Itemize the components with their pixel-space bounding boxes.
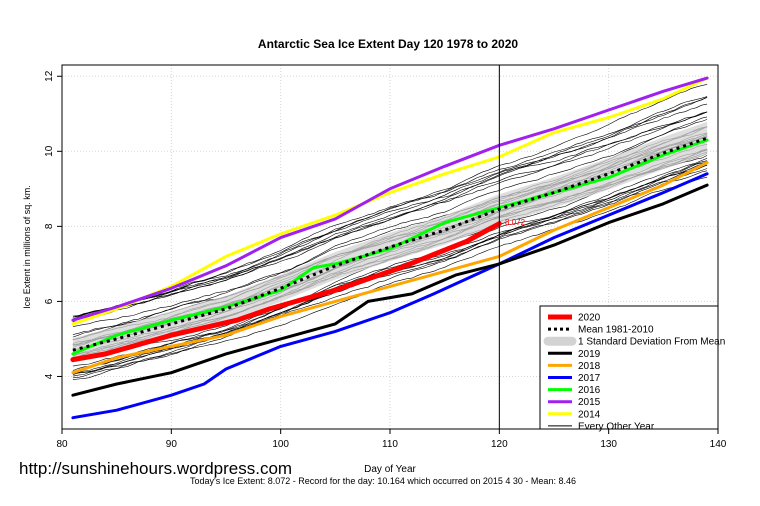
legend-label: Mean 1981-2010 xyxy=(578,325,654,336)
y-axis-label: Ice Extent in millions of sq. km. xyxy=(22,185,32,309)
legend-entry: 2016 xyxy=(548,385,601,396)
series-line-2015 xyxy=(71,76,709,322)
x-tick-label: 120 xyxy=(491,439,508,450)
series-line-2014 xyxy=(71,76,709,326)
watermark: http://sunshinehours.wordpress.com xyxy=(19,459,292,478)
y-tick-label: 6 xyxy=(44,298,55,304)
legend-entry: 2019 xyxy=(548,349,601,360)
series-line-2019 xyxy=(71,183,709,397)
other-year-line xyxy=(72,116,708,338)
legend-entry: 2014 xyxy=(548,409,601,420)
other-year-line xyxy=(72,176,708,375)
series-line-2018 xyxy=(71,161,709,375)
footer-text: Today's Ice Extent: 8.072 - Record for t… xyxy=(190,476,576,486)
legend-label: 2018 xyxy=(578,361,601,372)
legend-entry: 2018 xyxy=(548,361,601,372)
other-year-line xyxy=(72,158,708,371)
legend-entry: Every Other Year xyxy=(548,421,655,432)
x-axis: 80 90 100 110 120 130 140 xyxy=(56,429,727,450)
std-band xyxy=(72,121,708,363)
y-tick-label: 10 xyxy=(44,145,55,157)
y-axis: 4 6 8 10 12 xyxy=(44,70,62,379)
x-tick-label: 90 xyxy=(166,439,178,450)
series-line-2017 xyxy=(71,172,709,420)
legend-label: 1 Standard Deviation From Mean xyxy=(578,337,725,348)
current-value-label: 8.072 xyxy=(505,218,526,227)
legend-entry: 2015 xyxy=(548,397,601,408)
legend-label: 2020 xyxy=(578,313,601,324)
legend-box xyxy=(539,305,719,430)
legend-label: Every Other Year xyxy=(578,421,655,432)
series-lines xyxy=(70,76,709,420)
other-year-line xyxy=(72,111,708,323)
y-tick-label: 12 xyxy=(44,70,55,82)
y-tick-label: 4 xyxy=(44,373,55,379)
x-tick-label: 110 xyxy=(382,439,398,450)
std-deviation-band xyxy=(72,121,708,363)
x-tick-label: 140 xyxy=(710,439,727,450)
x-tick-label: 100 xyxy=(272,439,289,450)
legend-label: 2016 xyxy=(578,385,601,396)
legend-label: 2017 xyxy=(578,373,601,384)
legend-entry: 2020 xyxy=(548,313,601,324)
x-axis-label: Day of Year xyxy=(364,464,416,475)
chart-title: Antarctic Sea Ice Extent Day 120 1978 to… xyxy=(258,37,518,51)
series-line-2016 xyxy=(71,138,709,356)
y-tick-label: 8 xyxy=(44,223,55,229)
legend-entry: 1 Standard Deviation From Mean xyxy=(543,336,725,348)
legend-label: 2015 xyxy=(578,397,601,408)
other-year-line xyxy=(72,170,708,379)
other-year-line xyxy=(72,103,708,318)
other-year-line xyxy=(72,97,708,320)
legend-label: 2014 xyxy=(578,409,601,420)
series-line-2020 xyxy=(70,221,502,363)
legend-entry: Mean 1981-2010 xyxy=(548,325,654,336)
x-tick-label: 80 xyxy=(56,439,68,450)
legend-label: 2019 xyxy=(578,349,601,360)
x-tick-label: 130 xyxy=(600,439,617,450)
legend-entry: 2017 xyxy=(548,373,601,384)
